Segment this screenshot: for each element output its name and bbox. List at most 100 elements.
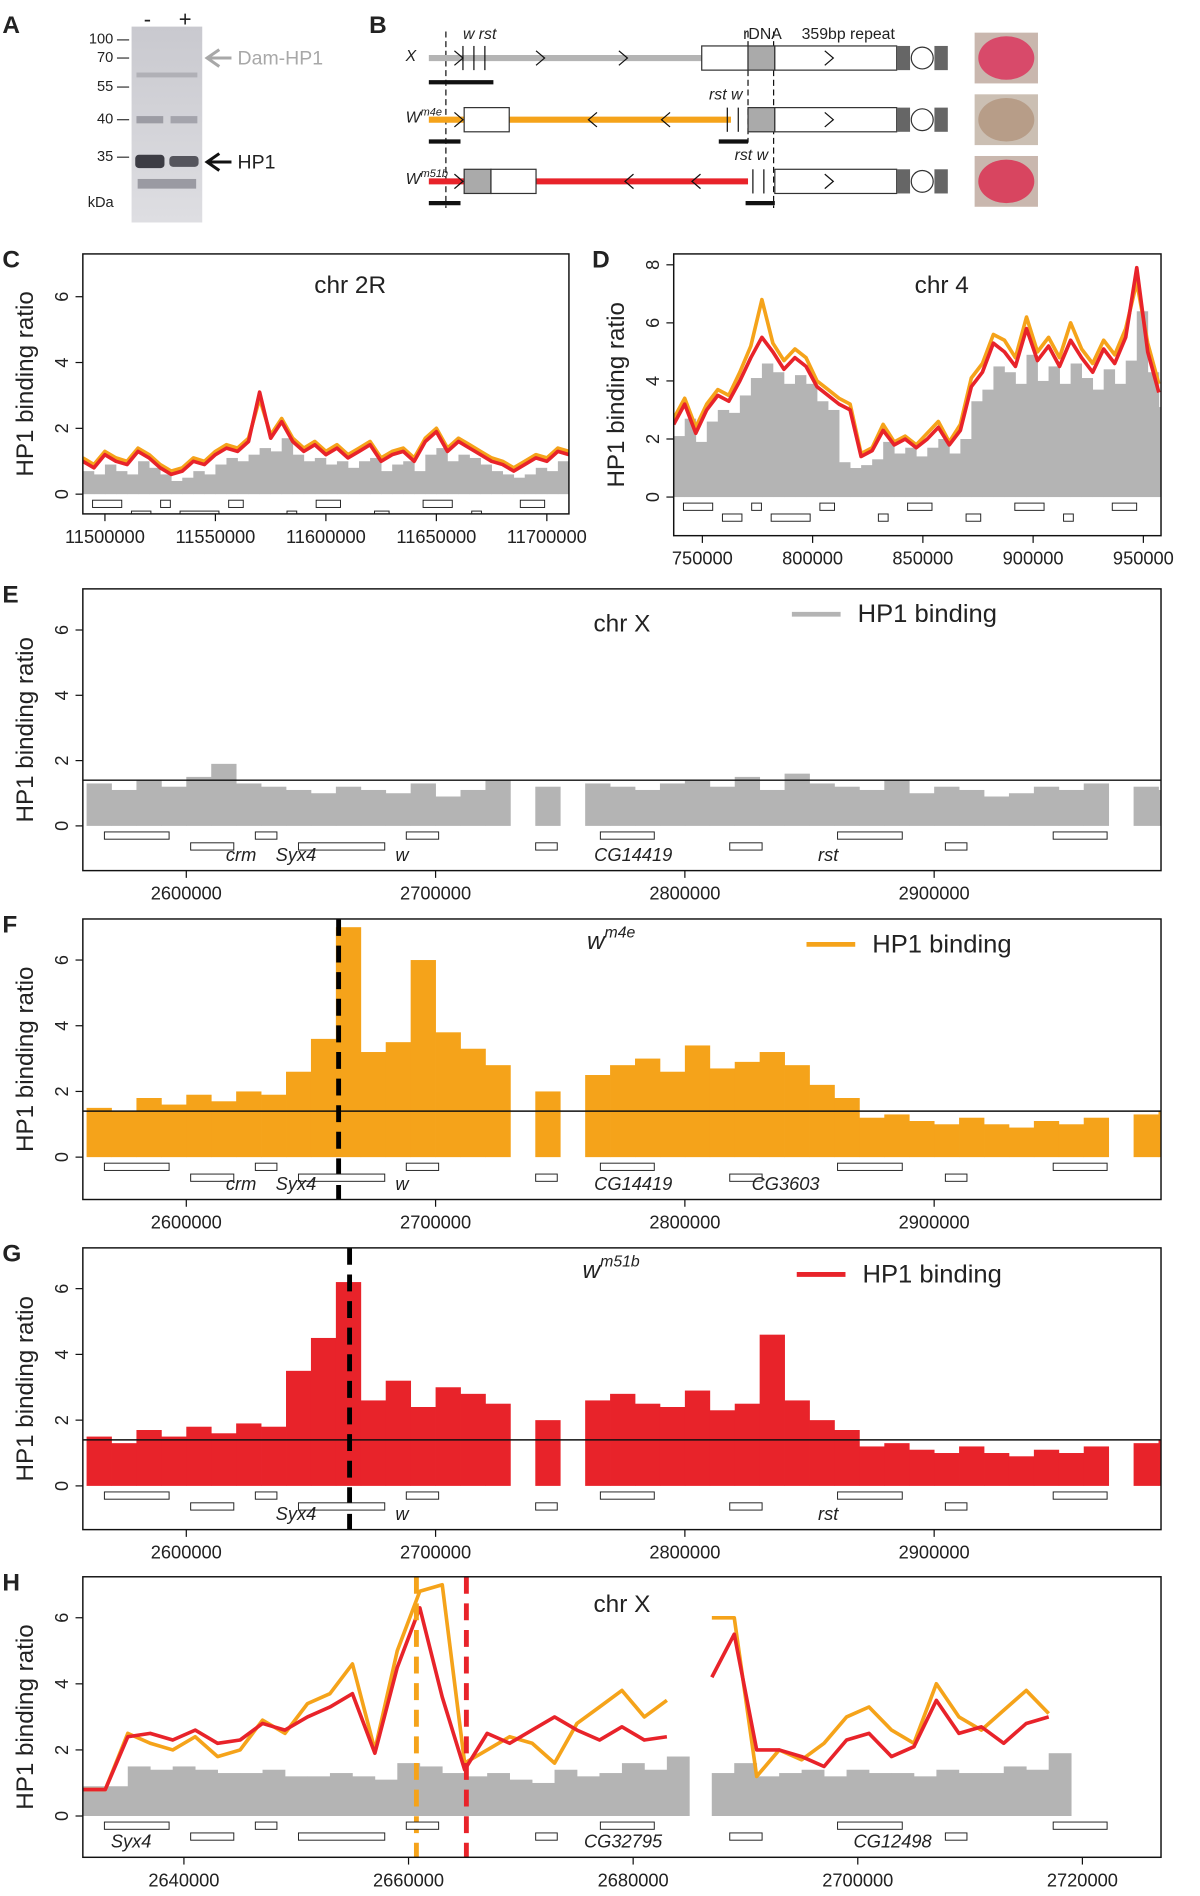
bar xyxy=(585,783,611,826)
bar xyxy=(861,465,873,498)
y-tick-label: 6 xyxy=(52,955,72,965)
y-tick-label: 4 xyxy=(643,376,663,386)
bar xyxy=(419,1766,443,1817)
bar xyxy=(226,457,238,495)
bar xyxy=(161,1436,187,1486)
legend-label: HP1 binding xyxy=(863,1260,1002,1288)
panel-letter: A xyxy=(2,12,20,39)
gene-label: rst xyxy=(818,1504,839,1524)
bar xyxy=(136,1098,162,1158)
gene-label: CG3603 xyxy=(752,1174,820,1194)
gel-panel: - + 100 70 55 40 35 kDa Dam-HP1 HP1 xyxy=(88,6,323,223)
y-tick-label: 8 xyxy=(643,260,663,270)
bar xyxy=(869,1773,892,1817)
gene-label: w xyxy=(395,1174,410,1194)
bar xyxy=(310,793,337,826)
gene-box xyxy=(837,1162,903,1171)
gene-box xyxy=(286,510,298,514)
data-line xyxy=(82,396,569,473)
bar xyxy=(307,1776,331,1817)
bar xyxy=(850,468,862,498)
bar xyxy=(310,1038,337,1158)
y-tick-label: 4 xyxy=(52,1349,72,1359)
bar xyxy=(644,1769,668,1817)
bar xyxy=(759,1052,785,1158)
panel-letter: H xyxy=(2,1569,20,1596)
x-tick-label: 750000 xyxy=(672,549,733,569)
gene-box xyxy=(837,1491,903,1500)
bar xyxy=(1058,789,1085,826)
bar xyxy=(783,383,796,498)
bar xyxy=(509,1779,533,1817)
gel-band xyxy=(137,178,197,189)
bar xyxy=(204,474,216,495)
bar xyxy=(1070,363,1082,498)
bar xyxy=(916,456,928,498)
bar xyxy=(464,1776,488,1817)
bar xyxy=(211,1433,237,1486)
x-tick-label: 2600000 xyxy=(151,884,222,904)
bar xyxy=(938,438,950,498)
panel-letter: F xyxy=(2,912,17,939)
plot-area xyxy=(82,763,1162,851)
bar xyxy=(621,1763,645,1817)
row-label: Wm51b xyxy=(406,168,448,188)
bar xyxy=(240,1773,263,1817)
y-tick-label: 0 xyxy=(52,1811,72,1821)
gene-box xyxy=(535,1502,558,1511)
bar xyxy=(524,474,537,495)
bar xyxy=(127,1766,151,1817)
gene-box xyxy=(190,1832,235,1841)
y-tick-label: 4 xyxy=(52,1679,72,1689)
bar xyxy=(442,1773,466,1817)
gene-box xyxy=(965,513,982,522)
y-tick-label: 0 xyxy=(52,821,72,831)
bar xyxy=(684,418,697,498)
bar xyxy=(905,447,917,498)
bar xyxy=(360,1052,387,1158)
bar xyxy=(794,375,807,498)
bar xyxy=(1103,369,1116,498)
x-tick-label: 950000 xyxy=(1113,549,1174,569)
bar xyxy=(217,1773,241,1817)
x-tick-label: 2720000 xyxy=(1047,1870,1118,1890)
bar xyxy=(150,1769,174,1817)
bar xyxy=(86,1436,112,1486)
gene-box xyxy=(315,499,341,508)
row-label-base: W xyxy=(406,110,423,127)
chevrons xyxy=(454,111,671,128)
gel-band xyxy=(169,155,199,167)
bar xyxy=(347,467,360,495)
bar xyxy=(136,780,162,826)
bar xyxy=(171,480,183,495)
y-tick-label: 4 xyxy=(52,1021,72,1031)
x-tick-label: 2700000 xyxy=(400,1213,471,1233)
gene-label: w xyxy=(395,845,410,865)
bar xyxy=(557,461,569,495)
bar xyxy=(734,1061,761,1158)
bar xyxy=(1161,1763,1184,1816)
bar xyxy=(513,477,526,495)
y-tick-label: 4 xyxy=(52,357,72,367)
y-tick-label: 0 xyxy=(52,489,72,499)
bar xyxy=(285,1776,308,1817)
gene-label: crm xyxy=(226,1174,256,1194)
gene-box xyxy=(944,1502,968,1511)
bar xyxy=(801,1769,825,1817)
bar xyxy=(635,1403,661,1486)
bar xyxy=(237,461,249,495)
gene-label: w xyxy=(395,1504,410,1524)
bar xyxy=(161,786,187,826)
x-tick-label: 11650000 xyxy=(396,527,476,547)
bar xyxy=(1008,1456,1035,1486)
x-tick-label: 2700000 xyxy=(822,1870,893,1890)
bar xyxy=(784,773,810,826)
gene-box xyxy=(944,1173,968,1182)
marker: 70 xyxy=(97,50,113,66)
bar xyxy=(491,471,504,495)
bar xyxy=(262,1769,286,1817)
gene-box xyxy=(130,510,152,514)
bar xyxy=(1059,383,1071,498)
